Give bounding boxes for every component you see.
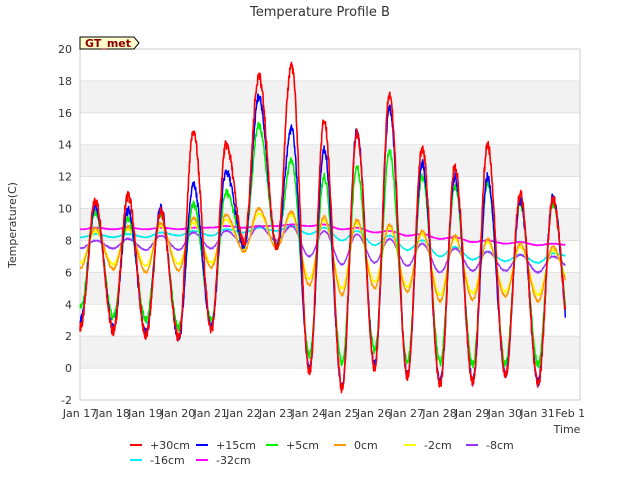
legend-label: 0cm	[354, 439, 378, 452]
x-tick-label: Jan 21	[192, 407, 227, 420]
gt-met-badge: GT_met	[79, 36, 140, 50]
y-tick-label: 2	[65, 330, 72, 343]
badge-background	[79, 36, 140, 50]
legend-label: -2cm	[424, 439, 452, 452]
y-tick-label: 16	[58, 107, 72, 120]
y-tick-label: 0	[65, 362, 72, 375]
grid-band	[80, 80, 580, 113]
chart-title: Temperature Profile B	[249, 5, 390, 20]
y-tick-label: 8	[65, 234, 72, 247]
y-tick-labels: -2 0 2 4 6 8 10 12 14 16 18 20	[58, 43, 72, 407]
y-tick-label: 18	[58, 75, 72, 88]
x-tick-label: Jan 18	[94, 407, 129, 420]
y-tick-label: -2	[61, 394, 72, 407]
legend-label: -8cm	[486, 439, 514, 452]
y-axis-label: Temperature(C)	[6, 182, 19, 269]
x-tick-label: Jan 19	[127, 407, 162, 420]
legend-label: +30cm	[150, 439, 190, 452]
series-line-+30cm	[79, 61, 567, 394]
x-tick-label: Jan 22	[225, 407, 260, 420]
x-tick-label: Jan 31	[519, 407, 554, 420]
badge-text: GT_met	[85, 37, 131, 50]
y-tick-label: 12	[58, 171, 72, 184]
x-tick-label: Jan 20	[160, 407, 195, 420]
x-tick-label: Jan 25	[323, 407, 358, 420]
plot-frame	[79, 48, 581, 401]
legend-label: +5cm	[286, 439, 319, 452]
legend-label: +15cm	[216, 439, 256, 452]
y-tick-label: 4	[65, 298, 72, 311]
y-tick-label: 6	[65, 266, 72, 279]
legend-label: -32cm	[216, 454, 251, 467]
series-line--8cm	[79, 224, 566, 274]
x-tick-label: Jan 24	[291, 407, 326, 420]
legend-label: -16cm	[150, 454, 185, 467]
x-axis-label: Time	[553, 423, 581, 436]
series-lines	[79, 61, 567, 394]
y-tick-label: 14	[58, 139, 72, 152]
series-line--32cm	[79, 223, 566, 247]
series-line-0cm	[79, 206, 566, 304]
series-line-+15cm	[79, 93, 567, 389]
y-tick-label: 10	[58, 203, 72, 216]
x-tick-label: Jan 28	[421, 407, 456, 420]
x-tick-label: Jan 26	[356, 407, 391, 420]
legend: +30cm +15cm +5cm 0cm -2cm -8cm -16cm -32cm	[130, 439, 514, 467]
x-tick-label: Jan 29	[454, 407, 489, 420]
x-tick-label: Jan 23	[258, 407, 293, 420]
y-tick-label: 20	[58, 43, 72, 56]
x-tick-label: Feb 1	[555, 407, 585, 420]
grid-band	[80, 272, 580, 305]
x-tick-label: Jan 30	[487, 407, 522, 420]
grid-band	[80, 336, 580, 369]
x-tick-label: Jan 27	[389, 407, 424, 420]
x-tick-label: Jan 17	[62, 407, 97, 420]
